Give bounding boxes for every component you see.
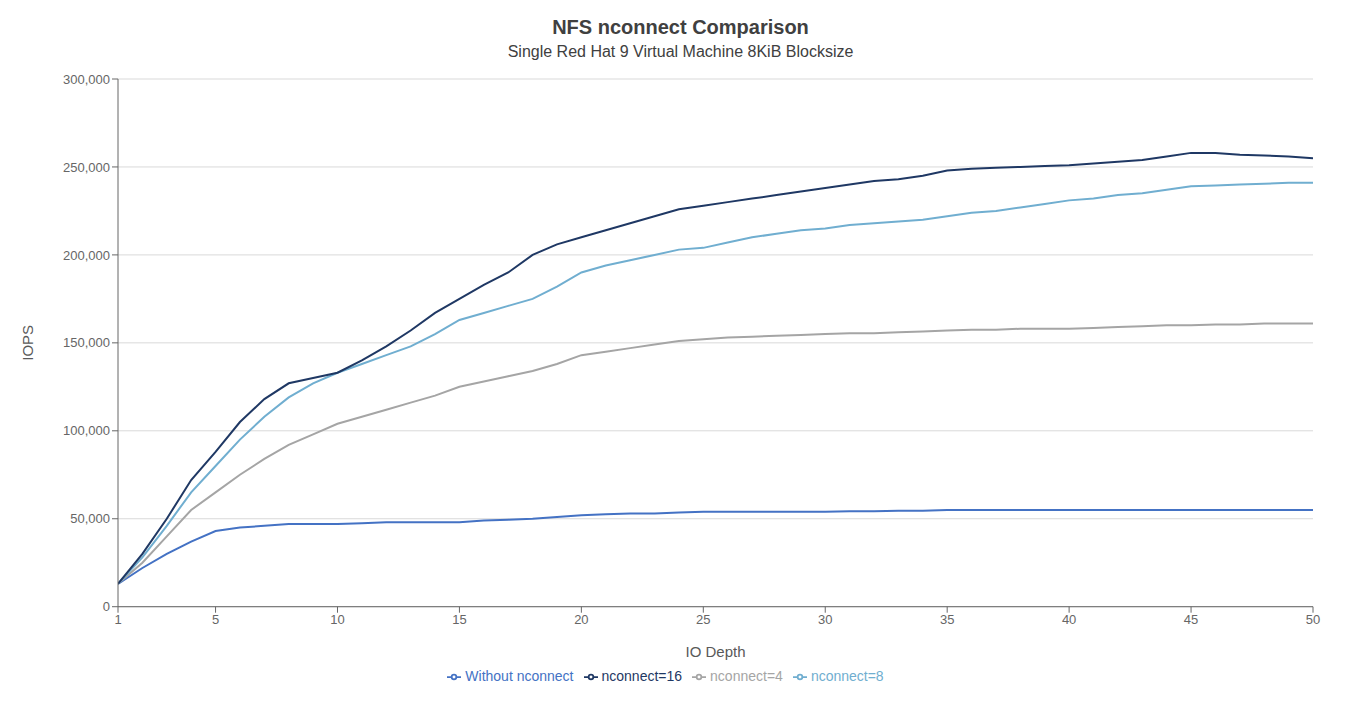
svg-text:1: 1 [114, 612, 121, 627]
svg-text:IOPS: IOPS [19, 325, 36, 361]
svg-text:35: 35 [940, 612, 954, 627]
svg-text:100,000: 100,000 [63, 423, 110, 438]
html-text:nconnect=4: nconnect=4 [710, 667, 783, 684]
svg-text:0: 0 [103, 599, 110, 614]
svg-text:250,000: 250,000 [63, 160, 110, 175]
html-text:NFS nconnect Comparison: NFS nconnect Comparison [552, 16, 809, 38]
svg-text:50: 50 [1306, 612, 1320, 627]
svg-text:25: 25 [696, 612, 710, 627]
html-text:Single Red Hat 9 Virtual Machi: Single Red Hat 9 Virtual Machine 8KiB Bl… [507, 43, 854, 60]
svg-text:150,000: 150,000 [63, 335, 110, 350]
svg-text:200,000: 200,000 [63, 248, 110, 263]
svg-text:300,000: 300,000 [63, 72, 110, 87]
html-text:nconnect=8: nconnect=8 [810, 667, 884, 684]
svg-text:15: 15 [452, 612, 466, 627]
svg-text:20: 20 [574, 612, 588, 627]
html-text:nconnect=16: nconnect=16 [601, 667, 683, 684]
svg-text:45: 45 [1184, 612, 1198, 627]
svg-text:5: 5 [212, 612, 219, 627]
html-text:Without nconnect: Without nconnect [465, 667, 574, 684]
svg-text:40: 40 [1062, 612, 1076, 627]
svg-text:10: 10 [330, 612, 344, 627]
svg-text:IO Depth: IO Depth [685, 643, 745, 660]
svg-text:30: 30 [818, 612, 832, 627]
svg-text:50,000: 50,000 [70, 511, 110, 526]
